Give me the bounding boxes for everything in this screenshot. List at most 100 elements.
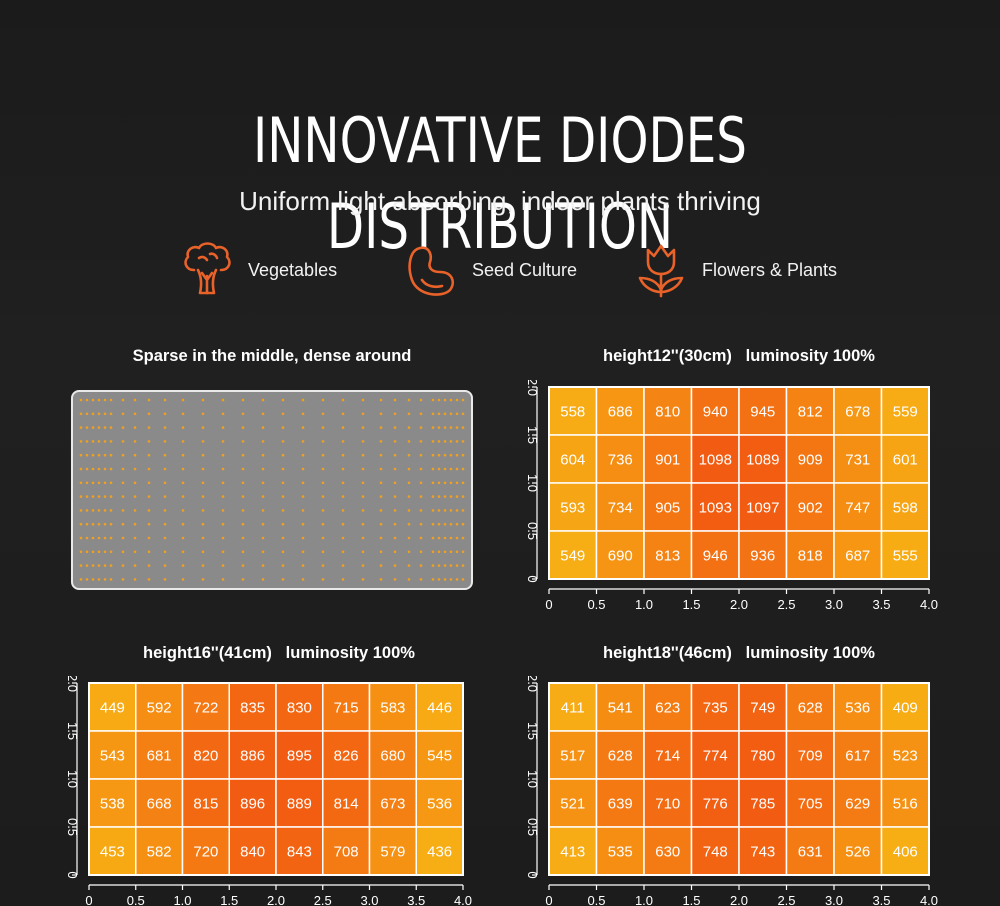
- diode-dot: [341, 481, 345, 485]
- diode-dot: [379, 509, 383, 512]
- y-tick-label: 0: [65, 871, 80, 878]
- diode-dot: [393, 522, 397, 526]
- diode-dot: [241, 550, 245, 554]
- feature-seed-culture: Seed Culture: [404, 238, 577, 302]
- diode-dot: [103, 467, 107, 471]
- diode-dot: [163, 578, 167, 581]
- diode-dot: [181, 550, 185, 554]
- heatmap-cell: [880, 778, 930, 828]
- diode-dot: [97, 398, 101, 402]
- diode-dot: [221, 398, 225, 402]
- heatmap-value: 521: [560, 796, 585, 813]
- diode-dot: [449, 495, 453, 498]
- x-tick-label: 1.5: [682, 597, 700, 612]
- x-tick-label: 2.0: [730, 893, 748, 906]
- x-tick-label: 1.5: [220, 893, 238, 906]
- diode-dot: [379, 564, 383, 567]
- diode-dot: [455, 440, 459, 443]
- heatmap-value: 720: [193, 844, 218, 861]
- diode-dot: [181, 481, 185, 485]
- diode-panel-title: Sparse in the middle, dense around: [132, 347, 412, 365]
- diode-dot: [147, 481, 151, 485]
- diode-dot: [321, 522, 325, 526]
- diode-dot: [181, 398, 185, 402]
- diode-dot: [461, 467, 465, 471]
- feature-label: Seed Culture: [472, 259, 578, 280]
- heatmap-value: 549: [560, 548, 585, 565]
- heatmap-cell: [785, 434, 835, 484]
- diode-dot: [121, 564, 125, 567]
- diode-dot: [261, 495, 265, 498]
- diode-dot: [85, 536, 89, 540]
- diode-dot: [281, 453, 285, 457]
- heatmap-41cm: 449 592 722 835 830 715 583 446 543 681 820 886 895 8…: [65, 676, 472, 906]
- diode-dot: [379, 536, 383, 540]
- diode-dot: [443, 509, 447, 512]
- diode-dot: [443, 398, 447, 402]
- diode-dot: [393, 440, 397, 443]
- diode-dot: [91, 495, 95, 498]
- diode-dot: [393, 578, 397, 581]
- diode-dot: [361, 481, 365, 485]
- heatmap-value: 690: [608, 548, 633, 565]
- heatmap-value: 453: [100, 844, 125, 861]
- diode-dot: [455, 495, 459, 498]
- diode-dot: [361, 453, 365, 457]
- heatmap-value: 631: [798, 844, 823, 861]
- diode-dot: [443, 578, 447, 581]
- diode-dot: [241, 412, 245, 416]
- diode-dot: [79, 536, 83, 540]
- diode-dot: [163, 495, 167, 498]
- diode-dot: [379, 412, 383, 416]
- diode-dot: [419, 564, 423, 567]
- diode-dot: [281, 564, 285, 567]
- heatmap-value: 536: [845, 700, 870, 717]
- heatmap-frame: [88, 682, 464, 876]
- diode-dot: [103, 412, 107, 416]
- diode-dot: [85, 440, 89, 443]
- x-tick-label: 1.0: [635, 893, 653, 906]
- diode-dot: [97, 412, 101, 416]
- diode-dot: [85, 550, 89, 554]
- diode-dot: [407, 522, 411, 526]
- y-tick-label: 0.5: [65, 818, 80, 836]
- diode-dot: [393, 536, 397, 540]
- heatmap-value: 446: [427, 700, 452, 717]
- x-tick-label: 0: [545, 893, 552, 906]
- heatmap-46cm: 411 541 623 735 749 628 536 409 517 628 714 774 780 7…: [525, 676, 938, 906]
- diode-dot: [443, 550, 447, 554]
- diode-dot: [221, 481, 225, 485]
- y-tick-label: 1.5: [525, 722, 540, 740]
- diode-dot: [97, 481, 101, 485]
- diode-dot: [163, 481, 167, 485]
- heatmap-value: 555: [893, 548, 918, 565]
- diode-dot: [241, 481, 245, 485]
- heatmap-cell: [690, 682, 740, 732]
- diode-dot: [103, 453, 107, 457]
- heatmap-value: 820: [193, 748, 218, 765]
- heatmap-value: 709: [798, 748, 823, 765]
- heatmap-cell: [785, 530, 835, 580]
- diode-dot: [133, 467, 137, 471]
- diode-dot: [79, 426, 83, 429]
- heatmap-value: 617: [845, 748, 870, 765]
- diode-dot: [241, 495, 245, 498]
- y-tick-label: 0: [525, 871, 540, 878]
- diode-dot: [147, 412, 151, 416]
- diode-dot: [103, 550, 107, 554]
- diode-dot: [461, 412, 465, 416]
- diode-dot: [379, 522, 383, 526]
- diode-dot: [321, 578, 325, 581]
- x-tick-label: 3.0: [825, 893, 843, 906]
- heatmap-value: 748: [703, 844, 728, 861]
- diode-dot: [281, 398, 285, 402]
- diode-dot: [121, 467, 125, 471]
- diode-dot: [419, 509, 423, 512]
- diode-dot: [455, 467, 459, 471]
- diode-dot: [91, 564, 95, 567]
- diode-dot: [109, 453, 113, 457]
- diode-dot: [321, 453, 325, 457]
- diode-dot: [261, 536, 265, 540]
- heatmap-cell: [181, 730, 230, 780]
- heatmap-value: 1097: [746, 500, 779, 517]
